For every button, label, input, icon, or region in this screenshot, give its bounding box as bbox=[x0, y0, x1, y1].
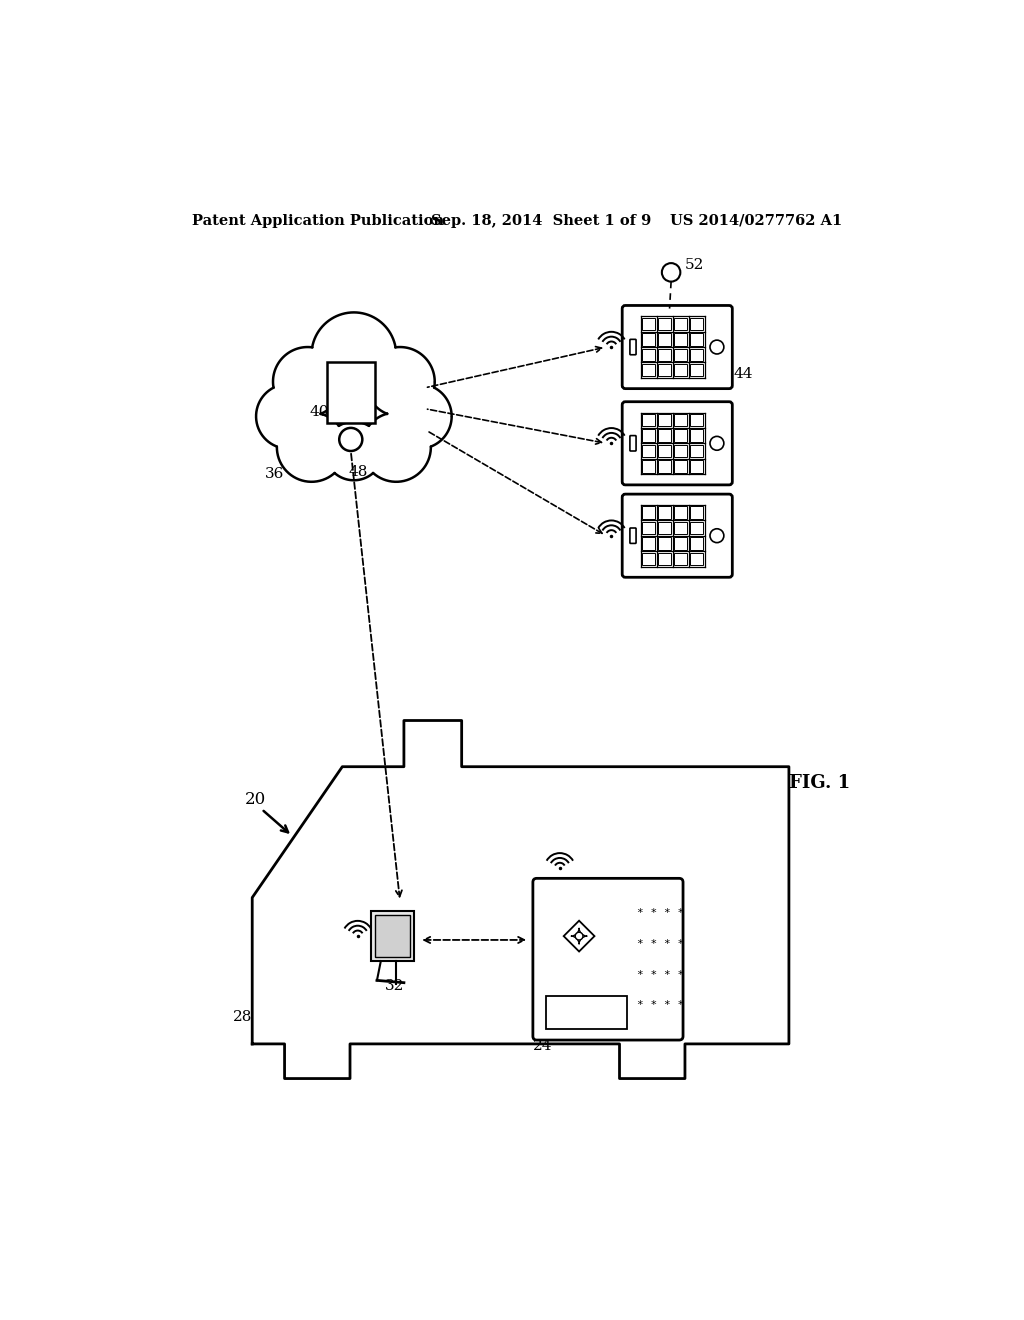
Bar bbox=[658, 364, 671, 376]
Text: US 2014/0277762 A1: US 2014/0277762 A1 bbox=[670, 214, 842, 228]
Bar bbox=[371, 911, 414, 961]
Bar bbox=[690, 461, 703, 473]
Text: Sep. 18, 2014  Sheet 1 of 9: Sep. 18, 2014 Sheet 1 of 9 bbox=[431, 214, 651, 228]
Circle shape bbox=[366, 347, 435, 416]
Bar bbox=[674, 521, 687, 535]
Circle shape bbox=[662, 263, 680, 281]
Circle shape bbox=[256, 384, 321, 449]
Bar bbox=[690, 537, 703, 549]
Circle shape bbox=[325, 422, 383, 480]
FancyBboxPatch shape bbox=[532, 878, 683, 1040]
Circle shape bbox=[710, 341, 724, 354]
Text: Patent Application Publication: Patent Application Publication bbox=[193, 214, 444, 228]
Text: 28: 28 bbox=[233, 1010, 252, 1024]
Bar bbox=[690, 364, 703, 376]
Text: * * * *: * * * * bbox=[637, 1001, 684, 1010]
Bar bbox=[642, 348, 655, 360]
Circle shape bbox=[710, 437, 724, 450]
Text: * * * *: * * * * bbox=[637, 939, 684, 949]
Bar bbox=[658, 507, 671, 519]
Bar bbox=[674, 348, 687, 360]
Circle shape bbox=[276, 413, 346, 482]
Bar bbox=[642, 364, 655, 376]
Text: 44: 44 bbox=[733, 367, 753, 381]
Text: FIG. 1: FIG. 1 bbox=[788, 775, 850, 792]
Text: 36: 36 bbox=[265, 467, 285, 480]
Text: 20: 20 bbox=[245, 791, 266, 808]
Bar bbox=[690, 445, 703, 457]
Bar bbox=[658, 461, 671, 473]
Bar bbox=[674, 507, 687, 519]
Text: 40: 40 bbox=[310, 405, 330, 420]
FancyBboxPatch shape bbox=[623, 401, 732, 484]
Bar bbox=[658, 318, 671, 330]
FancyBboxPatch shape bbox=[630, 528, 636, 544]
Bar bbox=[546, 997, 627, 1028]
Bar bbox=[642, 414, 655, 426]
Bar bbox=[642, 333, 655, 346]
Bar bbox=[658, 429, 671, 442]
Bar bbox=[674, 364, 687, 376]
Bar bbox=[674, 414, 687, 426]
Bar bbox=[642, 521, 655, 535]
Circle shape bbox=[387, 384, 452, 449]
Bar bbox=[674, 461, 687, 473]
Text: * * * *: * * * * bbox=[637, 970, 684, 979]
Bar bbox=[674, 333, 687, 346]
Bar bbox=[690, 414, 703, 426]
Circle shape bbox=[273, 347, 342, 416]
Bar bbox=[642, 537, 655, 549]
Circle shape bbox=[575, 932, 583, 940]
Bar bbox=[642, 507, 655, 519]
Bar bbox=[642, 553, 655, 565]
Bar bbox=[642, 318, 655, 330]
Circle shape bbox=[710, 529, 724, 543]
Bar bbox=[375, 915, 410, 957]
Bar bbox=[690, 553, 703, 565]
Bar bbox=[674, 429, 687, 442]
Text: 52: 52 bbox=[685, 257, 705, 272]
Bar bbox=[658, 553, 671, 565]
Bar bbox=[674, 318, 687, 330]
Bar bbox=[690, 333, 703, 346]
Bar bbox=[690, 521, 703, 535]
Bar bbox=[674, 553, 687, 565]
Bar bbox=[690, 429, 703, 442]
Bar bbox=[658, 445, 671, 457]
Circle shape bbox=[311, 313, 396, 397]
Bar bbox=[327, 363, 375, 422]
Bar bbox=[642, 429, 655, 442]
Bar bbox=[658, 414, 671, 426]
Text: 32: 32 bbox=[385, 979, 404, 993]
Bar bbox=[658, 521, 671, 535]
Text: * * * *: * * * * bbox=[637, 908, 684, 917]
Bar bbox=[658, 333, 671, 346]
Bar bbox=[690, 348, 703, 360]
FancyBboxPatch shape bbox=[630, 436, 636, 451]
Bar bbox=[690, 318, 703, 330]
FancyBboxPatch shape bbox=[623, 305, 732, 388]
Bar bbox=[674, 537, 687, 549]
Bar bbox=[642, 461, 655, 473]
Bar bbox=[674, 445, 687, 457]
Bar bbox=[690, 507, 703, 519]
Bar bbox=[658, 537, 671, 549]
Bar bbox=[642, 445, 655, 457]
FancyBboxPatch shape bbox=[630, 339, 636, 355]
Text: 24: 24 bbox=[532, 1039, 552, 1053]
Bar bbox=[658, 348, 671, 360]
Circle shape bbox=[361, 413, 431, 482]
Circle shape bbox=[339, 428, 362, 451]
Text: 48: 48 bbox=[348, 466, 368, 479]
FancyBboxPatch shape bbox=[623, 494, 732, 577]
